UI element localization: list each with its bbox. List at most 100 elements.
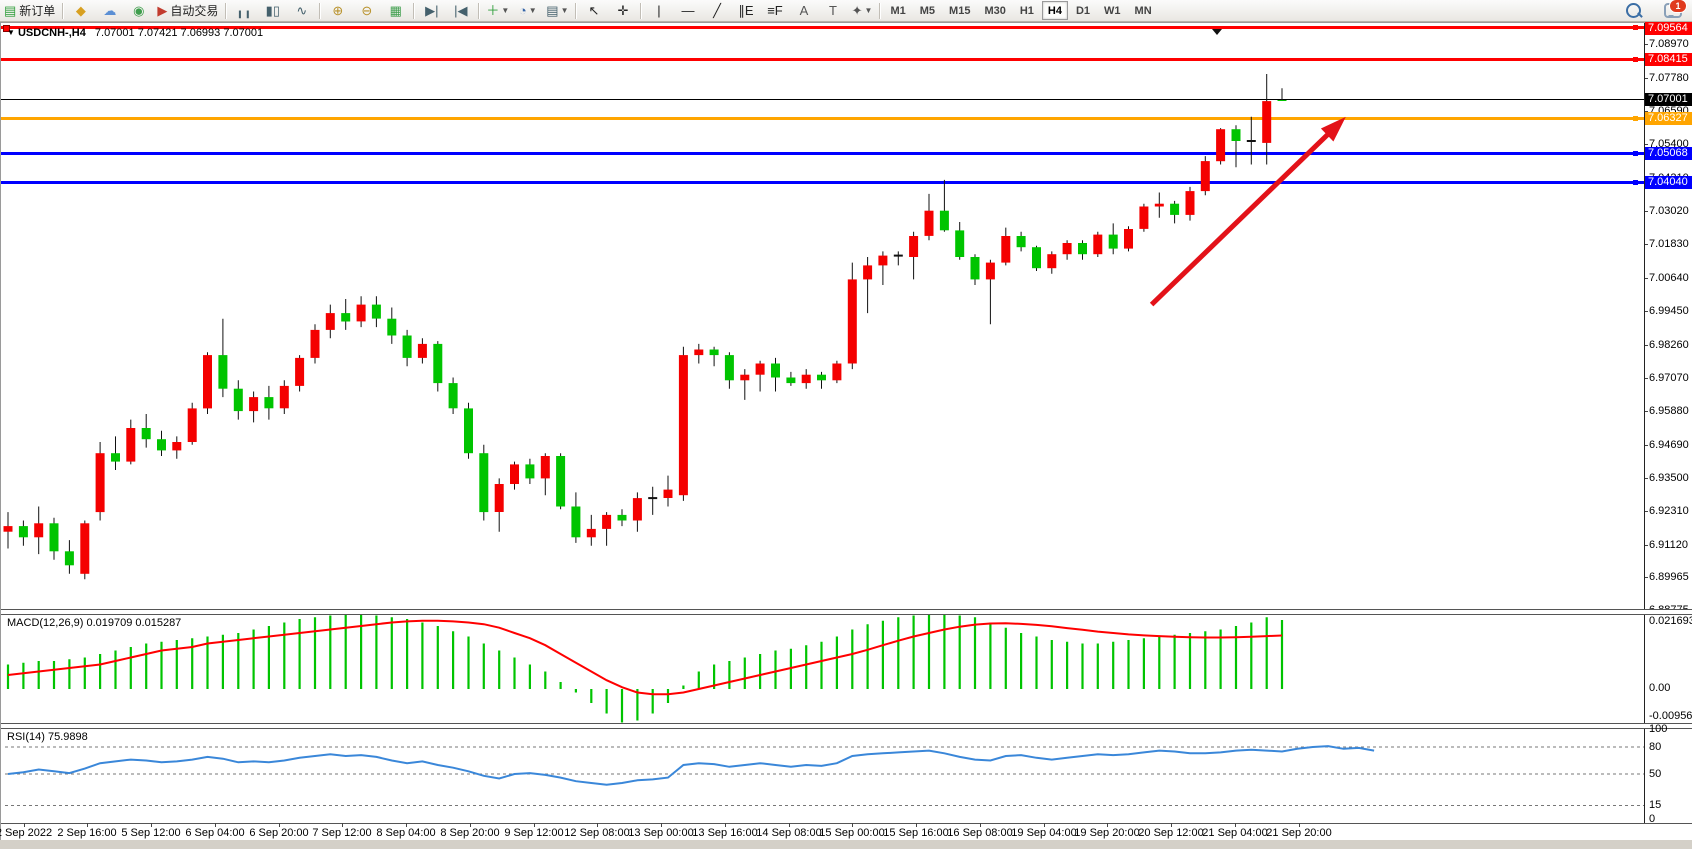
dropdown-arrow-icon[interactable]: ▼ — [501, 6, 510, 15]
trendline-button[interactable]: ╱ — [703, 0, 730, 21]
candle-body — [909, 236, 919, 257]
dropdown-arrow-icon[interactable]: ▼ — [864, 6, 873, 15]
candle-body — [1231, 129, 1241, 141]
rsi-panel-separator[interactable] — [1, 723, 1692, 729]
chart-collapse-icon[interactable]: ▼ — [7, 28, 15, 37]
chart-shift-button[interactable]: |◀ — [447, 0, 474, 21]
time-tick-mark — [789, 823, 790, 827]
candle-body — [249, 397, 259, 412]
hline-selection-handle[interactable] — [3, 25, 10, 32]
time-tick-mark — [1299, 823, 1300, 827]
candle-body — [141, 428, 151, 440]
templates-button[interactable]: ▤ ▼ — [543, 0, 571, 21]
candle-body — [663, 489, 673, 498]
new-order-button[interactable]: ▤ 新订单 — [1, 0, 58, 21]
timeframe-m15[interactable]: M15 — [949, 4, 971, 17]
candle-body — [1047, 254, 1057, 269]
candle-body — [341, 313, 351, 322]
signals-button[interactable]: ◉ — [125, 0, 152, 21]
line-chart-button[interactable]: ∿ — [288, 0, 315, 21]
periods-button[interactable]: ◔ ▼ — [514, 0, 541, 21]
zoom-in-button[interactable]: ⊕ — [324, 0, 351, 21]
candle-body — [724, 355, 734, 381]
hline-7.04040[interactable] — [1, 181, 1644, 184]
indicators-button[interactable]: ＋ ▼ — [483, 0, 512, 21]
hline-endpoint-handle[interactable] — [1633, 180, 1638, 185]
vertical-line-button[interactable]: | — [645, 0, 672, 21]
hline-7.05068[interactable] — [1, 152, 1644, 155]
timeframe-m1[interactable]: M1 — [890, 4, 906, 17]
timeframe-mn[interactable]: MN — [1134, 4, 1152, 17]
hline-endpoint-handle[interactable] — [1633, 151, 1638, 156]
candle-body — [801, 374, 811, 384]
timeframe-h4[interactable]: H4 — [1041, 1, 1068, 20]
bar-chart-button[interactable]: ╻╻ — [230, 0, 257, 21]
candle-body — [34, 523, 44, 538]
candle-body — [1200, 161, 1210, 192]
time-axis-label: 16 Sep 08:00 — [947, 827, 1013, 839]
hline-7.09564[interactable] — [1, 26, 1644, 29]
fibonacci-button[interactable]: ≡F — [761, 0, 788, 21]
candle-body — [939, 210, 949, 231]
dropdown-arrow-icon[interactable]: ▼ — [560, 6, 569, 15]
hline-endpoint-handle[interactable] — [1633, 25, 1638, 30]
autotrading-icon: ▶ — [157, 3, 168, 18]
shapes-button[interactable]: ✦ ▼ — [848, 0, 875, 21]
time-axis-label: 2 Sep 16:00 — [57, 827, 117, 839]
candle-body — [402, 335, 412, 358]
tile-windows-button[interactable]: ▦ — [382, 0, 409, 21]
chart-shift-marker[interactable] — [1212, 29, 1222, 35]
hline-7.08415[interactable] — [1, 58, 1644, 61]
autotrading-button-label: 自动交易 — [170, 4, 219, 18]
zoom-out-button[interactable]: ⊖ — [353, 0, 380, 21]
chart-plot[interactable] — [1, 23, 1692, 841]
candle-body — [863, 265, 873, 280]
candle-body — [1093, 234, 1103, 255]
candle-body — [985, 262, 995, 280]
community-button[interactable]: ☁ — [96, 0, 123, 21]
candle-body — [433, 343, 443, 384]
auto-scroll-button[interactable]: ▶| — [418, 0, 445, 21]
time-axis-label: 15 Sep 16:00 — [883, 827, 949, 839]
horizontal-line-button[interactable]: — — [674, 0, 701, 21]
label-button[interactable]: T — [819, 0, 846, 21]
search-button[interactable] — [1620, 0, 1647, 21]
timeframe-h1[interactable]: H1 — [1019, 4, 1034, 17]
toolbar-separator — [575, 2, 577, 19]
timeframe-d1[interactable]: D1 — [1075, 4, 1091, 17]
time-axis-label: 15 Sep 00:00 — [819, 827, 885, 839]
trend-arrow-head[interactable] — [1320, 116, 1346, 142]
channel-button[interactable]: ∥E — [732, 0, 759, 21]
timeframe-m5[interactable]: M5 — [919, 4, 936, 17]
candle-body — [786, 377, 796, 384]
clock-icon: ◔ — [518, 3, 527, 18]
time-axis[interactable]: 2 Sep 2022 2 Sep 16:00 5 Sep 12:00 6 Sep 04… — [0, 823, 1692, 841]
time-tick-mark — [215, 823, 216, 827]
window-bottom-strip — [0, 840, 1692, 849]
toolbar-separator — [62, 2, 64, 19]
cursor-button[interactable]: ↖ — [580, 0, 607, 21]
rsi-axis-label: 15 — [1649, 799, 1662, 811]
autotrading-button[interactable]: ▶ 自动交易 — [154, 0, 221, 21]
hline-endpoint-handle[interactable] — [1633, 57, 1638, 62]
hline-7.06327[interactable] — [1, 117, 1644, 120]
hline-endpoint-handle[interactable] — [1633, 116, 1638, 121]
candle-body — [709, 349, 719, 356]
hline-price-badge: 7.09564 — [1645, 22, 1692, 35]
price-tick-mark — [1644, 445, 1648, 446]
dropdown-arrow-icon[interactable]: ▼ — [528, 6, 537, 15]
chat-button[interactable]: 1 — [1649, 0, 1687, 21]
time-tick-mark — [87, 823, 88, 827]
timeframe-m30[interactable]: M30 — [984, 4, 1006, 17]
metaeditor-button[interactable]: ◆ — [67, 0, 94, 21]
candlestick-chart-button[interactable]: ▮▯ — [259, 0, 286, 21]
text-button[interactable]: A — [790, 0, 817, 21]
timeframe-w1[interactable]: W1 — [1104, 4, 1121, 17]
chart-window[interactable]: ▼ USDCNH-,H4 7.07001 7.07421 7.06993 7.0… — [0, 22, 1692, 842]
hline-icon: — — [681, 3, 695, 18]
candle-body — [540, 456, 550, 479]
trend-arrow-line[interactable] — [1149, 124, 1338, 307]
macd-signal-line — [7, 619, 1283, 696]
crosshair-button[interactable]: ✛ — [609, 0, 636, 21]
macd-panel-separator[interactable] — [1, 609, 1692, 615]
